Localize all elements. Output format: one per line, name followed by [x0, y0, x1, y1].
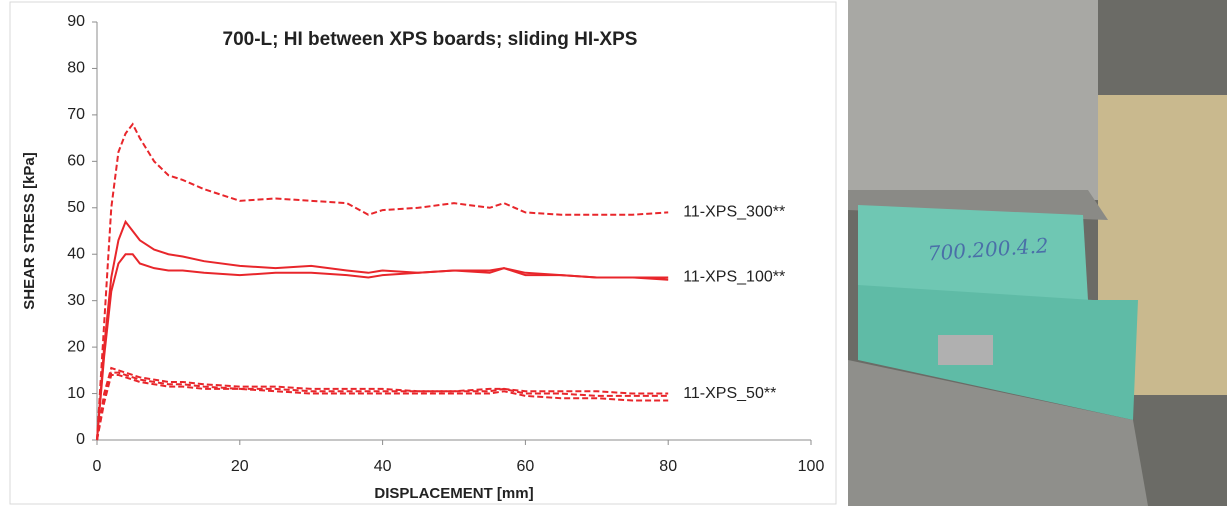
y-tick-label: 90: [67, 13, 85, 30]
y-tick-label: 50: [67, 199, 85, 216]
y-tick-label: 0: [76, 431, 85, 448]
chart-frame: [10, 2, 836, 504]
y-tick-label: 40: [67, 245, 85, 262]
x-axis-label: DISPLACEMENT [mm]: [374, 485, 533, 502]
series-label: 11-XPS_50**: [683, 385, 776, 402]
bracket: [938, 335, 993, 365]
y-axis-label: SHEAR STRESS [kPa]: [21, 152, 38, 310]
x-tick-label: 20: [231, 458, 249, 475]
x-tick-label: 0: [93, 458, 102, 475]
chart-title: 700-L; HI between XPS boards; sliding HI…: [223, 29, 638, 50]
y-tick-label: 30: [67, 292, 85, 309]
y-tick-label: 10: [67, 385, 85, 402]
y-tick-label: 70: [67, 106, 85, 123]
series-label: 11-XPS_100**: [683, 269, 785, 286]
x-tick-label: 80: [659, 458, 677, 475]
chart: 700-L; HI between XPS boards; sliding HI…: [0, 0, 840, 506]
x-tick-label: 60: [517, 458, 535, 475]
series-label: 11-XPS_300**: [683, 204, 785, 221]
x-tick-label: 100: [798, 458, 825, 475]
y-tick-label: 20: [67, 338, 85, 355]
page: 700-L; HI between XPS boards; sliding HI…: [0, 0, 1227, 506]
y-tick-label: 80: [67, 60, 85, 77]
photo: 700.200.4.2: [848, 0, 1227, 506]
x-tick-label: 40: [374, 458, 392, 475]
y-tick-label: 60: [67, 153, 85, 170]
concrete-block: [848, 0, 1098, 200]
